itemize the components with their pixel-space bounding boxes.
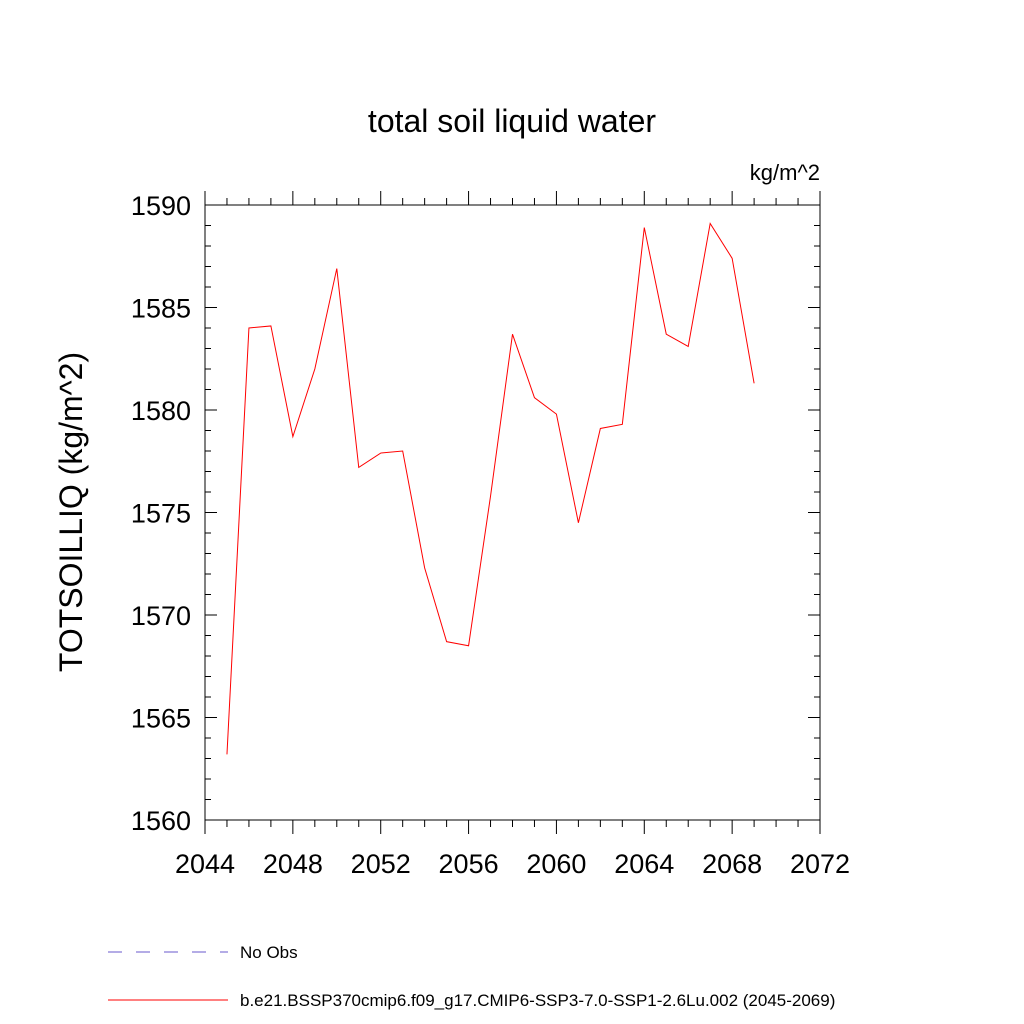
y-tick-label: 1585	[131, 294, 191, 324]
legend: No Obs b.e21.BSSP370cmip6.f09_g17.CMIP6-S…	[108, 943, 835, 1010]
series-layer	[226, 222, 755, 755]
x-tick-label: 2064	[614, 849, 674, 879]
x-tick-label: 2056	[439, 849, 499, 879]
plot-axes: 1560 1565 1570 1575 1580 1585 1590 2044 2048 2052…	[131, 191, 850, 879]
x-tick-label: 2068	[702, 849, 762, 879]
x-tick-label: 2072	[790, 849, 850, 879]
y-axis-title: TOTSOILLIQ (kg/m^2)	[53, 352, 89, 672]
y-tick-label: 1560	[131, 806, 191, 836]
units-label: kg/m^2	[750, 160, 820, 185]
x-tick-label: 2060	[526, 849, 586, 879]
y-tick-label: 1590	[131, 191, 191, 221]
y-tick-label: 1565	[131, 704, 191, 734]
plot-frame	[204, 204, 821, 821]
legend-label-1: b.e21.BSSP370cmip6.f09_g17.CMIP6-SSP3-7.…	[240, 991, 835, 1010]
x-tick-label: 2052	[351, 849, 411, 879]
x-tick-label: 2048	[263, 849, 323, 879]
series-line-0	[226, 222, 755, 755]
y-tick-label: 1570	[131, 601, 191, 631]
legend-label-0: No Obs	[240, 943, 298, 962]
y-tick-label: 1575	[131, 499, 191, 529]
y-tick-label: 1580	[131, 396, 191, 426]
x-tick-label: 2044	[175, 849, 235, 879]
chart-title: total soil liquid water	[368, 103, 656, 139]
